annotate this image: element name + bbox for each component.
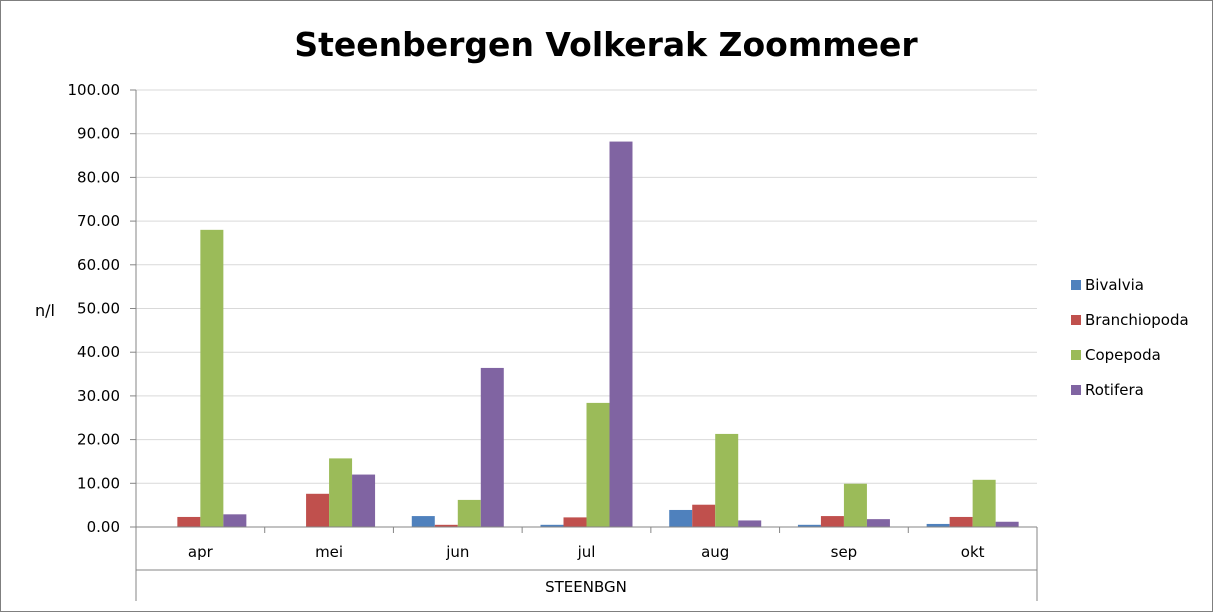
bar-bivalvia-aug [669,509,693,527]
bar-rotifera-sep [866,519,890,527]
y-tick-label: 60.00 [77,256,120,274]
x-category-label: jul [577,543,596,561]
legend-swatch-rotifera [1071,385,1081,395]
bar-bivalvia-sep [797,524,821,527]
bar-copepoda-sep [843,483,867,527]
y-tick-label: 20.00 [77,431,120,449]
bar-bivalvia-jun [411,516,435,527]
bars [177,141,1019,528]
x-category-label: apr [188,543,214,561]
y-tick-label: 70.00 [77,212,120,230]
axes: 0.00 10.00 20.00 30.00 40.00 50.00 60.00 70.00 8… [68,81,1038,601]
bar-copepoda-mei [329,458,353,527]
bar-copepoda-okt [972,479,996,527]
y-tick-label: 100.00 [68,81,121,99]
legend-label-rotifera: Rotifera [1085,381,1144,399]
y-axis-title: n/l [35,301,55,320]
bar-rotifera-jun [480,367,504,527]
bar-bivalvia-jul [540,524,564,527]
bar-branchiopoda-apr [177,516,201,527]
x-category-label: jun [445,543,469,561]
bar-rotifera-apr [223,514,247,527]
y-tick-label: 10.00 [77,474,120,492]
legend-label-branchiopoda: Branchiopoda [1085,311,1189,329]
gridlines [136,89,1037,484]
y-tick-label: 90.00 [77,125,120,143]
bar-bivalvia-okt [926,523,950,527]
x-category-label: okt [961,543,985,561]
legend-label-copepoda: Copepoda [1085,346,1161,364]
legend-swatch-branchiopoda [1071,315,1081,325]
bar-branchiopoda-aug [692,504,716,527]
bar-branchiopoda-mei [306,493,330,527]
bar-rotifera-jul [609,141,633,528]
bar-branchiopoda-okt [949,516,973,527]
bar-rotifera-okt [995,521,1019,527]
x-axis-title: STEENBGN [545,578,627,596]
y-tick-label: 40.00 [77,343,120,361]
bar-branchiopoda-sep [820,516,844,527]
x-category-label: mei [315,543,343,561]
chart-title: Steenbergen Volkerak Zoommeer [294,25,918,64]
x-category-label: aug [701,543,729,561]
legend-swatch-copepoda [1071,350,1081,360]
bar-copepoda-jun [457,499,481,527]
x-category-label: sep [831,543,858,561]
y-tick-label: 80.00 [77,168,120,186]
bar-copepoda-apr [200,229,224,527]
legend: Bivalvia Branchiopoda Copepoda Rotifera [1071,276,1189,399]
bar-branchiopoda-jun [434,524,458,527]
bar-rotifera-mei [352,474,376,527]
y-tick-label: 50.00 [77,300,120,318]
y-tick-label: 0.00 [87,518,120,536]
bar-rotifera-aug [738,520,762,527]
legend-label-bivalvia: Bivalvia [1085,276,1144,294]
bar-branchiopoda-jul [563,517,587,527]
bar-copepoda-aug [715,433,739,527]
bar-copepoda-jul [586,402,610,527]
y-tick-label: 30.00 [77,387,120,405]
legend-swatch-bivalvia [1071,280,1081,290]
